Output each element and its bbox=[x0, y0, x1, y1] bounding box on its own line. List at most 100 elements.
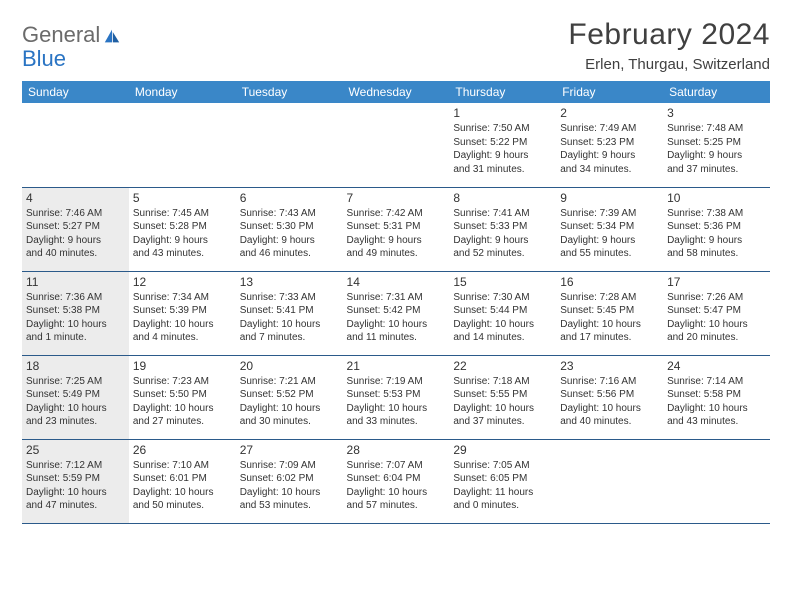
calendar-cell bbox=[556, 439, 663, 523]
header: GeneralBlue February 2024 Erlen, Thurgau… bbox=[22, 18, 770, 73]
calendar-cell: 22Sunrise: 7:18 AMSunset: 5:55 PMDayligh… bbox=[449, 355, 556, 439]
cell-line: Sunset: 5:36 PM bbox=[667, 220, 766, 234]
cell-line: and 4 minutes. bbox=[133, 331, 232, 345]
day-number: 10 bbox=[667, 191, 766, 205]
cell-line: and 0 minutes. bbox=[453, 499, 552, 513]
cell-line: Daylight: 10 hours bbox=[560, 318, 659, 332]
calendar-cell: 23 Sunrise: 7:16 AMSunset: 5:56 PMDayligh… bbox=[556, 355, 663, 439]
location-subtitle: Erlen, Thurgau, Switzerland bbox=[568, 56, 770, 73]
cell-line: and 14 minutes. bbox=[453, 331, 552, 345]
day-number: 29 bbox=[453, 443, 552, 457]
day-header: Wednesday bbox=[343, 81, 450, 103]
day-number: 4 bbox=[26, 191, 125, 205]
day-number: 8 bbox=[453, 191, 552, 205]
calendar-cell: 26Sunrise: 7:10 AMSunset: 6:01 PMDayligh… bbox=[129, 439, 236, 523]
cell-line: and 30 minutes. bbox=[240, 415, 339, 429]
cell-line: Daylight: 10 hours bbox=[240, 402, 339, 416]
cell-line: and 23 minutes. bbox=[26, 415, 125, 429]
cell-line: Daylight: 9 hours bbox=[453, 149, 552, 163]
cell-line: Sunset: 5:50 PM bbox=[133, 388, 232, 402]
day-number: 6 bbox=[240, 191, 339, 205]
calendar-cell: 12Sunrise: 7:34 AMSunset: 5:39 PMDayligh… bbox=[129, 271, 236, 355]
cell-line: and 17 minutes. bbox=[560, 331, 659, 345]
cell-line: Sunset: 5:42 PM bbox=[347, 304, 446, 318]
cell-line: Sunrise: 7:38 AM bbox=[667, 207, 766, 221]
cell-line: Sunset: 5:27 PM bbox=[26, 220, 125, 234]
cell-line: and 47 minutes. bbox=[26, 499, 125, 513]
cell-line: Sunrise: 7:48 AM bbox=[667, 122, 766, 136]
cell-line: Sunrise: 7:39 AM bbox=[560, 207, 659, 221]
cell-line: Daylight: 9 hours bbox=[560, 149, 659, 163]
day-number: 15 bbox=[453, 275, 552, 289]
day-header: Monday bbox=[129, 81, 236, 103]
cell-line: and 49 minutes. bbox=[347, 247, 446, 261]
calendar-cell: 3Sunrise: 7:48 AMSunset: 5:25 PMDaylight… bbox=[663, 103, 770, 187]
cell-line: Sunrise: 7:07 AM bbox=[347, 459, 446, 473]
calendar-cell: 21Sunrise: 7:19 AMSunset: 5:53 PMDayligh… bbox=[343, 355, 450, 439]
cell-line: Sunrise: 7:42 AM bbox=[347, 207, 446, 221]
cell-line: Sunrise: 7:26 AM bbox=[667, 291, 766, 305]
cell-line: Daylight: 9 hours bbox=[453, 234, 552, 248]
day-number: 25 bbox=[26, 443, 125, 457]
cell-line: Sunrise: 7:14 AM bbox=[667, 375, 766, 389]
day-number: 27 bbox=[240, 443, 339, 457]
calendar-cell: 28Sunrise: 7:07 AMSunset: 6:04 PMDayligh… bbox=[343, 439, 450, 523]
cell-line: and 58 minutes. bbox=[667, 247, 766, 261]
cell-line: Daylight: 10 hours bbox=[560, 402, 659, 416]
day-number: 11 bbox=[26, 275, 125, 289]
cell-line: Daylight: 10 hours bbox=[240, 318, 339, 332]
brand-word-2: Blue bbox=[22, 46, 66, 71]
calendar-cell: 10Sunrise: 7:38 AMSunset: 5:36 PMDayligh… bbox=[663, 187, 770, 271]
calendar-cell: 17Sunrise: 7:26 AMSunset: 5:47 PMDayligh… bbox=[663, 271, 770, 355]
cell-line: and 57 minutes. bbox=[347, 499, 446, 513]
cell-line: Sunset: 5:59 PM bbox=[26, 472, 125, 486]
cell-line: Sunrise: 7:36 AM bbox=[26, 291, 125, 305]
calendar-cell: 5 Sunrise: 7:45 AMSunset: 5:28 PMDaylight… bbox=[129, 187, 236, 271]
month-title: February 2024 bbox=[568, 18, 770, 52]
cell-line: Daylight: 10 hours bbox=[667, 318, 766, 332]
cell-line: Sunrise: 7:41 AM bbox=[453, 207, 552, 221]
day-number: 24 bbox=[667, 359, 766, 373]
calendar-cell bbox=[663, 439, 770, 523]
brand-logo: GeneralBlue bbox=[22, 18, 122, 70]
cell-line: Sunrise: 7:25 AM bbox=[26, 375, 125, 389]
cell-line: and 43 minutes. bbox=[133, 247, 232, 261]
cell-line: Sunset: 5:45 PM bbox=[560, 304, 659, 318]
cell-line: Sunrise: 7:33 AM bbox=[240, 291, 339, 305]
cell-line: and 11 minutes. bbox=[347, 331, 446, 345]
calendar-cell: 9Sunrise: 7:39 AMSunset: 5:34 PMDaylight… bbox=[556, 187, 663, 271]
day-header: Thursday bbox=[449, 81, 556, 103]
day-number: 18 bbox=[26, 359, 125, 373]
cell-line: Sunset: 5:47 PM bbox=[667, 304, 766, 318]
cell-line: and 46 minutes. bbox=[240, 247, 339, 261]
cell-line: Daylight: 10 hours bbox=[347, 486, 446, 500]
cell-line: Sunrise: 7:45 AM bbox=[133, 207, 232, 221]
calendar-week-row: 25Sunrise: 7:12 AMSunset: 5:59 PMDayligh… bbox=[22, 439, 770, 523]
cell-line: Sunset: 5:33 PM bbox=[453, 220, 552, 234]
calendar-week-row: 11Sunrise: 7:36 AMSunset: 5:38 PMDayligh… bbox=[22, 271, 770, 355]
cell-line: Sunset: 6:05 PM bbox=[453, 472, 552, 486]
cell-line: Sunset: 6:04 PM bbox=[347, 472, 446, 486]
cell-line: Sunset: 5:56 PM bbox=[560, 388, 659, 402]
cell-line: Daylight: 9 hours bbox=[667, 149, 766, 163]
cell-line: Sunrise: 7:09 AM bbox=[240, 459, 339, 473]
cell-line: Daylight: 9 hours bbox=[26, 234, 125, 248]
cell-line: Daylight: 9 hours bbox=[133, 234, 232, 248]
day-header: Sunday bbox=[22, 81, 129, 103]
cell-line: Sunrise: 7:21 AM bbox=[240, 375, 339, 389]
day-number: 23 bbox=[560, 359, 659, 373]
day-number: 5 bbox=[133, 191, 232, 205]
cell-line: Sunrise: 7:18 AM bbox=[453, 375, 552, 389]
calendar-cell bbox=[343, 103, 450, 187]
day-number: 22 bbox=[453, 359, 552, 373]
cell-line: Daylight: 10 hours bbox=[26, 402, 125, 416]
cell-line: and 52 minutes. bbox=[453, 247, 552, 261]
calendar-cell: 24Sunrise: 7:14 AMSunset: 5:58 PMDayligh… bbox=[663, 355, 770, 439]
cell-line: Sunset: 5:58 PM bbox=[667, 388, 766, 402]
day-header: Friday bbox=[556, 81, 663, 103]
calendar-cell: 8 Sunrise: 7:41 AMSunset: 5:33 PMDaylight… bbox=[449, 187, 556, 271]
cell-line: Sunset: 5:28 PM bbox=[133, 220, 232, 234]
day-number: 1 bbox=[453, 106, 552, 120]
calendar-cell: 27Sunrise: 7:09 AMSunset: 6:02 PMDayligh… bbox=[236, 439, 343, 523]
cell-line: Sunrise: 7:16 AM bbox=[560, 375, 659, 389]
